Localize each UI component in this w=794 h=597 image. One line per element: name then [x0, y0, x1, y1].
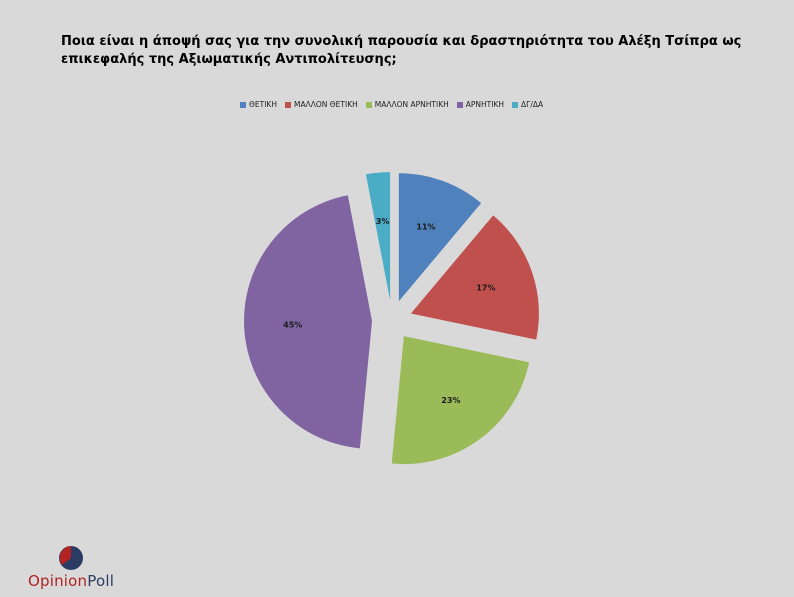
pie-data-label: 3% — [376, 217, 390, 226]
legend-item: ΜΑΛΛΟΝ ΑΡΝΗΤΙΚΗ — [365, 100, 449, 109]
logo-mark-icon — [59, 546, 83, 570]
pie-data-label: 45% — [283, 321, 302, 330]
legend-swatch — [285, 101, 291, 108]
legend-item: ΔΓ/ΔΑ — [512, 100, 543, 109]
pie-slice — [398, 173, 482, 302]
logo-text: OpinionPoll — [28, 572, 114, 590]
legend-swatch — [365, 101, 372, 108]
pie-slice — [410, 215, 539, 340]
legend-swatch — [456, 101, 463, 108]
opinionpoll-logo: OpinionPoll — [28, 540, 120, 592]
legend-label: ΘΕΤΙΚΗ — [249, 100, 277, 109]
legend-label: ΑΡΝΗΤΙΚΗ — [465, 100, 505, 109]
chart-legend: ΘΕΤΙΚΗ ΜΑΛΛΟΝ ΘΕΤΙΚΗ ΜΑΛΛΟΝ ΑΡΝΗΤΙΚΗ ΑΡΝΗΤΙ… — [240, 100, 543, 109]
pie-data-label: 23% — [441, 396, 460, 405]
pie-slice — [391, 336, 530, 465]
logo-text-poll: Poll — [87, 572, 115, 590]
pie-data-label: 17% — [476, 284, 495, 293]
legend-swatch — [240, 101, 246, 108]
legend-label: ΜΑΛΛΟΝ ΑΡΝΗΤΙΚΗ — [374, 100, 449, 109]
pie-data-label: 11% — [416, 223, 435, 232]
legend-item: ΑΡΝΗΤΙΚΗ — [456, 100, 505, 109]
legend-label: ΔΓ/ΔΑ — [521, 100, 544, 109]
pie-slice — [365, 172, 391, 301]
pie-slice — [244, 195, 373, 449]
chart-title: Ποια είναι η άποψή σας για την συνολική … — [61, 34, 742, 67]
legend-swatch — [512, 101, 519, 108]
legend-label: ΜΑΛΛΟΝ ΘΕΤΙΚΗ — [294, 100, 358, 109]
legend-item: ΜΑΛΛΟΝ ΘΕΤΙΚΗ — [285, 100, 358, 109]
legend-item: ΘΕΤΙΚΗ — [240, 100, 277, 109]
logo-text-opinion: Opinion — [28, 572, 88, 590]
